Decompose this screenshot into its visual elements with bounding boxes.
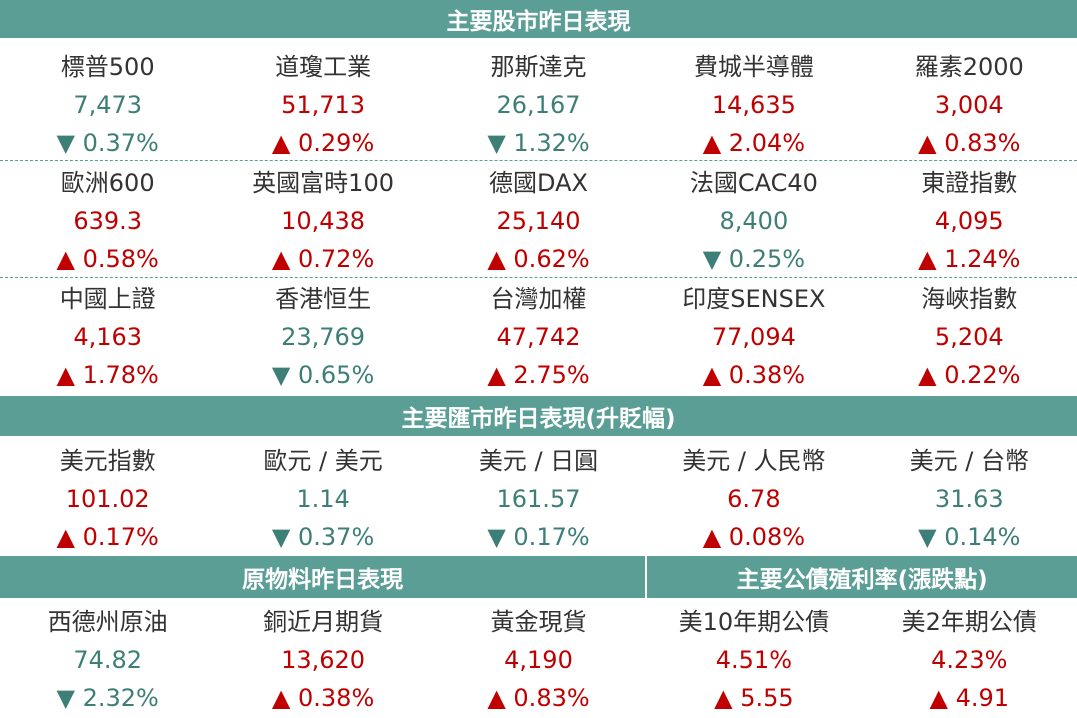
section-header: 主要股市昨日表現 [0, 0, 1077, 38]
cell-name: 美元 / 台幣 [909, 447, 1029, 475]
section-header: 主要匯市昨日表現(升貶幅) [0, 396, 1077, 436]
cell-change: ▲ 0.38% [702, 361, 806, 389]
cell-value: 47,742 [496, 323, 581, 351]
cell-change: ▼ 0.14% [918, 523, 1021, 551]
cell-change: ▲ 0.62% [487, 245, 590, 273]
cell-change: ▼ 0.37% [56, 129, 159, 157]
cell-name: 中國上證 [59, 285, 156, 313]
section-header: 原物料昨日表現 [0, 556, 646, 598]
cell-value: 23,769 [281, 323, 366, 351]
cell-name: 歐元 / 美元 [263, 447, 383, 475]
cell-change: ▲ 0.83% [918, 129, 1021, 157]
cell-value: 8,400 [719, 207, 789, 235]
cell-name: 黃金現貨 [490, 608, 587, 636]
cell-name: 標普500 [60, 53, 155, 81]
cell-change: ▲ 0.72% [271, 245, 375, 273]
cell-value: 77,094 [711, 323, 796, 351]
cell-name: 英國富時100 [252, 169, 394, 197]
cell-change: ▲ 4.91 [929, 684, 1010, 712]
cell-name: 印度SENSEX [682, 285, 826, 313]
cell-change: ▲ 0.38% [271, 684, 375, 712]
cell-name: 美元 / 日圓 [478, 447, 599, 475]
cell-value: 4.23% [931, 646, 1008, 674]
cell-change: ▼ 1.32% [487, 129, 590, 157]
cell-name: 美元指數 [59, 447, 156, 475]
cell-value: 13,620 [281, 646, 366, 674]
cell-value: 4,190 [504, 646, 573, 674]
cell-value: 26,167 [496, 91, 581, 119]
cell-value: 31.63 [934, 485, 1004, 513]
cell-name: 費城半導體 [693, 53, 814, 81]
cell-name: 歐洲600 [60, 169, 155, 197]
cell-change: ▲ 5.55 [714, 684, 794, 712]
cell-value: 5,204 [934, 323, 1004, 351]
cell-name: 香港恒生 [275, 285, 372, 313]
cell-value: 3,004 [934, 91, 1004, 119]
cell-value: 161.57 [496, 485, 581, 513]
cell-change: ▲ 0.08% [702, 523, 806, 551]
cell-name: 台灣加權 [490, 285, 587, 313]
cell-name: 美2年期公債 [901, 608, 1037, 636]
cell-value: 25,140 [496, 207, 581, 235]
cell-value: 4,095 [934, 207, 1004, 235]
cell-change: ▲ 1.24% [918, 245, 1021, 273]
cell-name: 那斯達克 [490, 53, 587, 81]
separator [0, 277, 1077, 278]
cell-change: ▼ 2.32% [56, 684, 159, 712]
cell-change: ▲ 2.75% [487, 361, 590, 389]
cell-name: 法國CAC40 [689, 169, 818, 197]
cell-change: ▼ 0.65% [271, 361, 375, 389]
cell-name: 德國DAX [489, 169, 588, 197]
cell-change: ▲ 0.83% [487, 684, 590, 712]
cell-value: 7,473 [73, 91, 143, 119]
cell-change: ▲ 0.22% [918, 361, 1021, 389]
cell-name: 羅素2000 [914, 53, 1024, 81]
cell-value: 4,163 [73, 323, 143, 351]
cell-change: ▼ 0.37% [271, 523, 375, 551]
cell-name: 西德州原油 [47, 608, 168, 636]
cell-name: 銅近月期貨 [263, 608, 384, 636]
cell-change: ▲ 0.29% [271, 129, 375, 157]
cell-change: ▲ 2.04% [702, 129, 806, 157]
section-header: 主要公債殖利率(漲跌點) [647, 556, 1077, 598]
cell-value: 10,438 [281, 207, 366, 235]
cell-value: 101.02 [65, 485, 150, 513]
cell-change: ▲ 1.78% [56, 361, 159, 389]
cell-value: 74.82 [73, 646, 143, 674]
cell-name: 東證指數 [921, 169, 1018, 197]
cell-change: ▲ 0.58% [56, 245, 159, 273]
cell-value: 14,635 [711, 91, 796, 119]
cell-name: 美元 / 人民幣 [682, 447, 826, 475]
cell-value: 639.3 [73, 207, 143, 235]
separator [0, 160, 1077, 161]
cell-value: 1.14 [296, 485, 350, 513]
cell-value: 51,713 [281, 91, 366, 119]
cell-value: 4.51% [715, 646, 792, 674]
cell-name: 道瓊工業 [275, 53, 372, 81]
cell-name: 海峽指數 [921, 285, 1018, 313]
cell-value: 6.78 [727, 485, 781, 513]
cell-change: ▼ 0.17% [487, 523, 590, 551]
cell-change: ▲ 0.17% [56, 523, 159, 551]
cell-change: ▼ 0.25% [702, 245, 806, 273]
cell-name: 美10年期公債 [678, 608, 830, 636]
